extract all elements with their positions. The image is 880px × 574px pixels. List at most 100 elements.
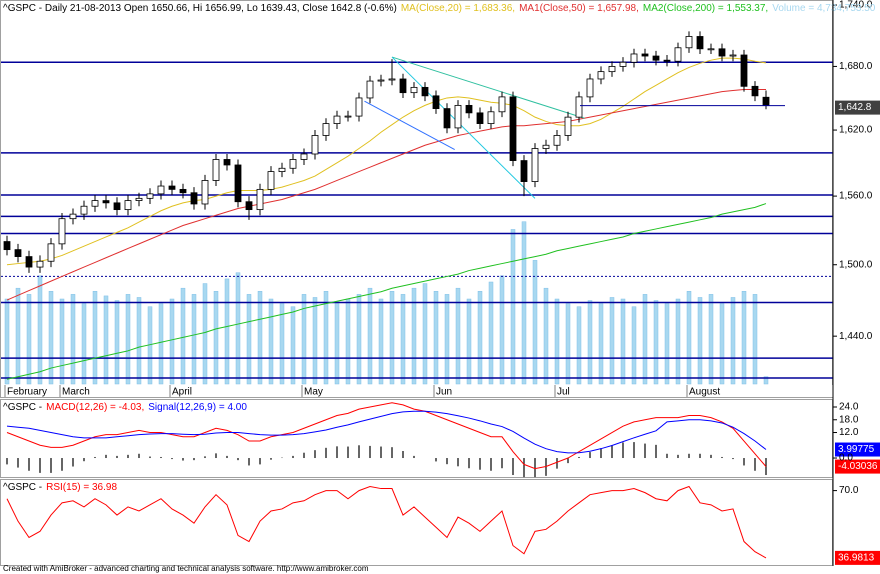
y-tick-label: 1,680.0: [839, 61, 873, 72]
candle-body: [355, 97, 363, 117]
candle-body: [652, 55, 660, 61]
candle-body: [146, 193, 154, 199]
candle-body: [619, 61, 627, 67]
candle-body: [3, 241, 11, 251]
volume-bar: [653, 300, 659, 385]
candle-body: [234, 164, 242, 203]
candle-body: [256, 188, 264, 211]
ma-line: [6, 203, 767, 380]
candle-body: [223, 159, 231, 166]
candle-body: [168, 185, 176, 190]
volume-bar: [565, 303, 571, 385]
last-value-label: 1,642.8: [838, 102, 872, 113]
volume-bar: [620, 298, 626, 385]
volume-bar: [389, 291, 395, 385]
volume-bar: [631, 306, 637, 385]
volume-bar: [719, 303, 725, 385]
candle-body: [531, 148, 539, 182]
volume-bar: [268, 298, 274, 385]
volume-bar: [81, 303, 87, 385]
x-tick-label: Jun: [436, 387, 452, 398]
candle-body: [476, 112, 484, 124]
volume-bar: [400, 294, 406, 385]
candle-body: [91, 200, 99, 207]
ma-line: [6, 88, 767, 301]
candle-body: [201, 180, 209, 205]
header-part: MA1(Close,50) = 1,657.98,: [519, 3, 639, 14]
candle-body: [498, 96, 506, 113]
candle-body: [707, 48, 715, 51]
ma-line: [6, 57, 767, 266]
candle-body: [69, 213, 77, 220]
panel-header: ^GSPC - RSI(15) = 36.98: [3, 482, 117, 493]
last-value-box: [835, 459, 880, 474]
volume-bar: [532, 260, 538, 385]
candle-body: [432, 95, 440, 109]
y-tick-label: 0.0: [839, 453, 853, 464]
candle-body: [421, 86, 429, 97]
header-part: ^GSPC -: [3, 402, 42, 413]
volume-bar: [477, 291, 483, 385]
volume-bar: [422, 283, 428, 385]
candle-body: [751, 85, 759, 97]
volume-bar: [708, 294, 714, 385]
candle-body: [729, 54, 737, 57]
volume-bar: [290, 306, 296, 385]
volume-bar: [59, 298, 65, 385]
candle-body: [311, 135, 319, 155]
volume-bar: [741, 291, 747, 385]
candle-body: [388, 78, 396, 81]
candle-body: [564, 116, 572, 136]
volume-bar: [180, 287, 186, 385]
volume-bar: [554, 298, 560, 385]
footer: Created with AmiBroker - advanced charti…: [3, 564, 369, 573]
volume-bar: [323, 291, 329, 385]
volume-bar: [444, 294, 450, 385]
volume-bar: [224, 278, 230, 385]
candle-body: [443, 108, 451, 129]
volume-bar: [752, 294, 758, 385]
volume-bar: [136, 297, 142, 385]
volume-bar: [246, 294, 252, 385]
candle-body: [641, 53, 649, 57]
x-tick-label: March: [62, 387, 90, 398]
last-value-box: [835, 550, 880, 565]
header-part: Volume = 4,734,753.50: [772, 3, 876, 14]
candle-body: [135, 197, 143, 201]
candle-body: [487, 111, 495, 124]
volume-bar: [642, 294, 648, 385]
date-axis-band: [1, 385, 833, 397]
volume-bar: [15, 287, 21, 385]
candle-body: [740, 54, 748, 87]
candle-body: [47, 243, 55, 262]
trendline: [391, 56, 536, 199]
volume-bar: [378, 298, 384, 385]
candle-body: [608, 66, 616, 73]
volume-bar: [576, 306, 582, 385]
candle-body: [113, 202, 121, 211]
indicator-line: [6, 485, 767, 559]
candle-body: [575, 96, 583, 118]
volume-bar: [103, 295, 109, 385]
volume-bar: [48, 291, 54, 385]
volume-bar: [455, 287, 461, 385]
volume-bar: [488, 281, 494, 385]
panel-header: ^GSPC - MACD(12,26) = -4.03, Signal(12,26,…: [3, 402, 247, 413]
candle-body: [685, 36, 693, 49]
volume-bar: [510, 229, 516, 385]
panel-header: ^GSPC - Daily 21-08-2013 Open 1650.66, H…: [3, 3, 876, 14]
candle-body: [179, 188, 187, 194]
volume-bar: [279, 303, 285, 385]
volume-bar: [235, 272, 241, 385]
candle-body: [102, 200, 110, 204]
candle-body: [157, 185, 165, 195]
last-value-box: [835, 442, 880, 457]
volume-bar: [411, 287, 417, 385]
candle-body: [322, 123, 330, 136]
candle-body: [80, 205, 88, 215]
volume-bar: [158, 303, 164, 385]
candle-body: [366, 80, 374, 99]
volume-bar: [26, 294, 32, 385]
